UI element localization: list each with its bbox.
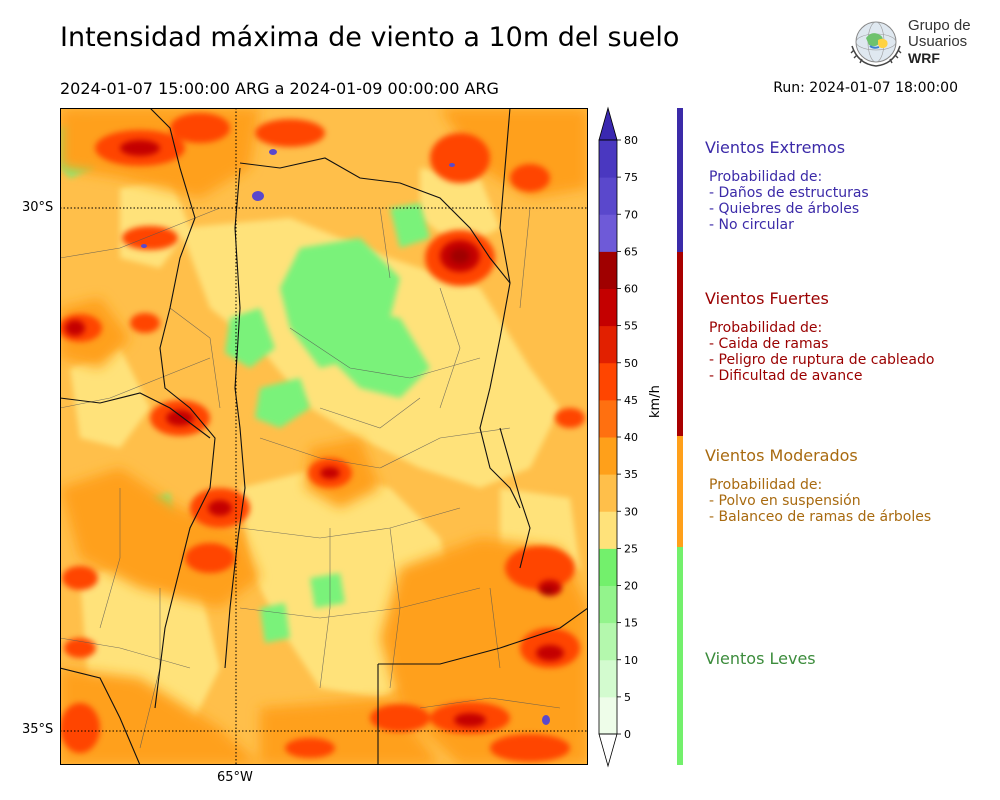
colorbar-segment <box>599 585 617 624</box>
colorbar-under-arrow <box>598 733 618 768</box>
category-light: Vientos Leves <box>705 649 816 668</box>
colorbar-tick-label: 60 <box>624 283 638 296</box>
colorbar-segment <box>599 511 617 549</box>
globe-logo-icon <box>850 21 902 67</box>
category-line: - No circular <box>709 217 794 233</box>
category-line: - Polvo en suspensión <box>709 493 861 509</box>
colorbar-tick-label: 45 <box>624 394 638 407</box>
colorbar-segment <box>599 177 617 215</box>
lon-label-65w: 65°W <box>217 770 253 785</box>
category-line: - Balanceo de ramas de árboles <box>709 509 932 525</box>
colorbar-tick-label: 55 <box>624 320 638 333</box>
lat-label-35s: 35°S <box>22 722 54 737</box>
colorbar-segments <box>598 106 618 768</box>
very-strong-wind-zone <box>65 140 564 727</box>
run-time: Run: 2024-01-07 18:00:00 <box>773 80 958 96</box>
category-line: - Caida de ramas <box>709 336 829 352</box>
graticule <box>60 108 588 765</box>
province-boundaries <box>60 108 588 765</box>
strong-wind-zone <box>60 113 585 762</box>
colorbar-tick-label: 25 <box>624 542 638 555</box>
colorbar-tick-label: 35 <box>624 468 638 481</box>
category-line: Probabilidad de: <box>709 169 823 185</box>
logo-line-1: Grupo de <box>908 17 971 34</box>
colorbar-segment <box>599 696 617 735</box>
colorbar-segment <box>599 288 617 327</box>
colorbar-unit: km/h <box>648 385 663 418</box>
colorbar-tick-label: 15 <box>624 617 638 630</box>
colorbar-segment <box>599 362 617 401</box>
colorbar-tick-label: 0 <box>624 728 631 741</box>
colorbar-tick-label: 10 <box>624 654 638 667</box>
category-title: Vientos Fuertes <box>705 289 829 308</box>
colorbar-tick-label: 5 <box>624 691 631 704</box>
colorbar-tick-label: 75 <box>624 171 638 184</box>
forecast-period: 2024-01-07 15:00:00 ARG a 2024-01-09 00:… <box>60 79 499 98</box>
lat-label-30s: 30°S <box>22 200 54 215</box>
colorbar-segment <box>599 325 617 364</box>
map-frame <box>60 108 588 765</box>
category-line: - Daños de estructuras <box>709 185 869 201</box>
category-extreme: Vientos Extremos Probabilidad de: - Daño… <box>705 138 869 233</box>
colorbar-over-arrow <box>598 106 618 141</box>
colorbar-tick-label: 70 <box>624 208 638 221</box>
colorbar-segment <box>599 659 617 698</box>
category-bar-extreme <box>677 108 683 252</box>
logo-line-2: Usuarios <box>908 33 968 50</box>
colorbar-tick-label: 40 <box>624 431 638 444</box>
category-strong: Vientos Fuertes Probabilidad de: - Caida… <box>705 289 934 384</box>
colorbar-tick-label: 50 <box>624 357 638 370</box>
category-title: Vientos Extremos <box>705 138 846 157</box>
page-title: Intensidad máxima de viento a 10m del su… <box>60 22 680 53</box>
category-title: Vientos Leves <box>705 649 816 668</box>
category-bar-moderate <box>677 436 683 547</box>
wind-map <box>60 108 588 765</box>
colorbar-segment <box>599 474 617 512</box>
logo-line-3: WRF <box>908 50 940 66</box>
category-line: Probabilidad de: <box>709 320 823 336</box>
colorbar-segment <box>599 399 617 438</box>
colorbar-tick-label: 80 <box>624 134 638 147</box>
category-line: - Dificultad de avance <box>709 368 863 384</box>
category-line: - Quiebres de árboles <box>709 201 860 217</box>
colorbar-segment <box>599 214 617 252</box>
category-moderate: Vientos Moderados Probabilidad de: - Pol… <box>705 446 931 525</box>
colorbar-tick-label: 30 <box>624 505 638 518</box>
colorbar-ticks: 0 5 10 15 20 25 30 35 40 45 50 55 60 65 70 75 80 <box>617 134 638 741</box>
colorbar-tick-label: 20 <box>624 580 638 593</box>
colorbar: 0 5 10 15 20 25 30 35 40 45 50 55 60 65 70 75 80 <box>598 106 638 768</box>
colorbar-segment <box>599 251 617 289</box>
wrf-logo: Grupo de Usuarios WRF <box>848 16 973 72</box>
colorbar-segment <box>599 622 617 661</box>
category-line: - Peligro de ruptura de cableado <box>709 352 935 368</box>
colorbar-segment <box>599 140 617 178</box>
category-title: Vientos Moderados <box>705 446 858 465</box>
colorbar-segment <box>599 437 617 475</box>
category-line: Probabilidad de: <box>709 477 823 493</box>
colorbar-tick-label: 65 <box>624 245 638 258</box>
category-bar-strong <box>677 252 683 436</box>
extreme-wind-spots <box>141 149 550 725</box>
department-boundaries <box>60 207 561 749</box>
category-bar-light <box>677 547 683 765</box>
colorbar-segment <box>599 548 617 586</box>
